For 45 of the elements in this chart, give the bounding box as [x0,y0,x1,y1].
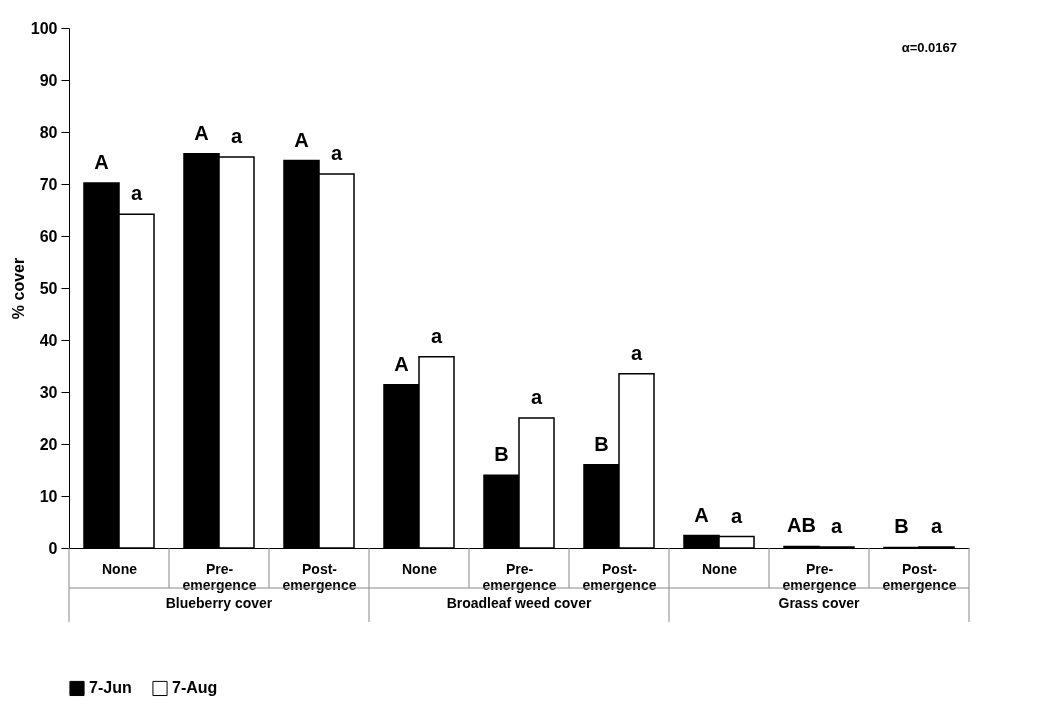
data-label: A [694,503,709,526]
y-tick-label: 80 [39,123,58,141]
x-tick-label: Pre-emergence [182,560,257,593]
data-label: A [94,150,109,173]
data-label: a [930,514,943,537]
x-tick-label: Post-emergence [282,560,357,593]
x-tick-label: Pre-emergence [782,560,857,593]
data-label: a [530,386,543,408]
y-tick-label: 20 [39,435,58,453]
data-label: A [194,121,209,144]
legend-label: 7-Aug [172,679,218,697]
x-tick-label: Post-emergence [882,560,957,593]
data-label: B [494,443,509,466]
data-label: a [330,142,343,165]
text: Broadleaf weed cover [446,595,592,611]
y-tick-label: 30 [39,383,58,401]
y-tick-label: 90 [39,71,58,89]
x-tick-label: Pre-emergence [482,560,557,593]
y-tick-label: 60 [39,227,58,245]
legend-label: 7-Jun [89,679,132,697]
text: Grass cover [778,595,861,611]
data-label: A [394,352,409,375]
data-label: a [830,514,843,537]
x-tick-label: None [702,560,738,577]
data-label: B [594,432,609,455]
x-tick-label: Post-emergence [582,560,657,593]
y-tick-label: 10 [39,487,58,505]
data-label: a [730,504,743,527]
x-tick-label: None [102,560,138,577]
data-label: a [130,182,143,205]
y-axis-title: % cover [9,257,27,320]
data-label: a [430,324,443,347]
y-tick-label: 100 [30,19,58,37]
text: Blueberry cover [165,595,273,611]
y-tick-label: 70 [39,175,58,193]
data-label: A [294,128,309,151]
annotation: α=0.0167 [901,40,957,55]
data-label: a [230,124,243,147]
data-label: AB [787,514,816,537]
y-tick-label: 0 [48,539,58,557]
y-tick-label: 50 [39,279,58,297]
x-tick-label: None [402,560,438,577]
y-tick-label: 40 [39,331,58,349]
data-label: a [630,341,643,364]
data-label: B [894,515,909,538]
